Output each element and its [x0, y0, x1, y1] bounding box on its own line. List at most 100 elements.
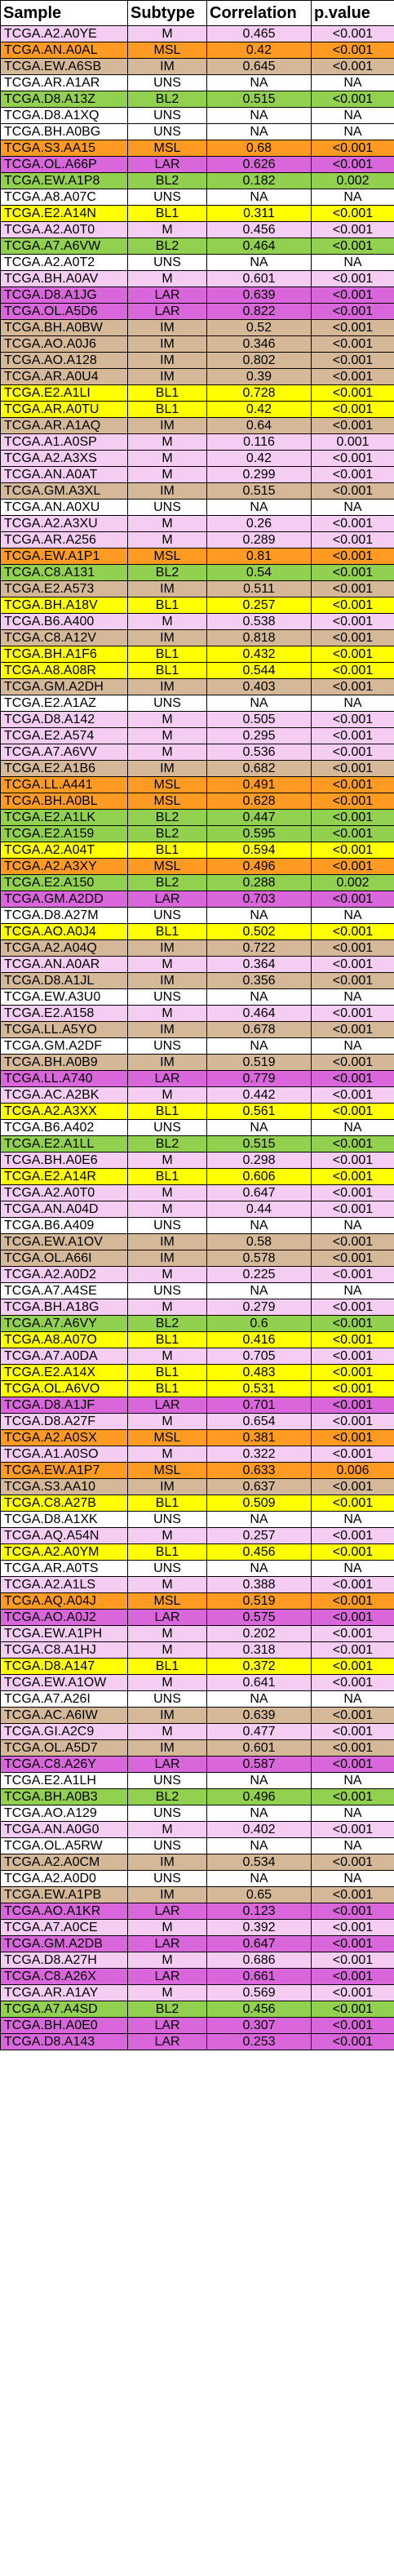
header-subtype: Subtype	[127, 0, 207, 26]
p-value-cell: <0.001	[311, 91, 394, 108]
correlation-cell: 0.682	[206, 760, 312, 777]
subtype-cell: M	[127, 515, 207, 532]
subtype-cell: IM	[127, 1739, 207, 1757]
p-value-cell: <0.001	[311, 744, 394, 761]
subtype-cell: M	[127, 531, 207, 549]
subtype-cell: MSL	[127, 140, 207, 157]
table-row: TCGA.C8.A131 BL2 0.54 <0.001	[0, 564, 394, 581]
subtype-cell: IM	[127, 335, 207, 353]
table-row: TCGA.A2.A0T0 M 0.456 <0.001	[0, 221, 394, 238]
p-value-cell: <0.001	[311, 776, 394, 793]
table-row: TCGA.LL.A5YO IM 0.678 <0.001	[0, 1021, 394, 1038]
table-row: TCGA.AN.A0AL MSL 0.42 <0.001	[0, 42, 394, 59]
p-value-cell: <0.001	[311, 1984, 394, 2001]
p-value-cell: <0.001	[311, 238, 394, 255]
correlation-cell: NA	[206, 74, 312, 91]
p-value-cell: <0.001	[311, 368, 394, 385]
p-value-cell: <0.001	[311, 1103, 394, 1120]
table-row: TCGA.A2.A04T BL1 0.594 <0.001	[0, 842, 394, 859]
p-value-cell: 0.006	[311, 1462, 394, 1479]
correlation-cell: 0.569	[206, 1984, 312, 2001]
table-row: TCGA.AO.A0J4 BL1 0.502 <0.001	[0, 923, 394, 940]
correlation-cell: NA	[206, 1805, 312, 1822]
correlation-cell: 0.575	[206, 1609, 312, 1626]
correlation-cell: 0.44	[206, 1201, 312, 1218]
subtype-cell: M	[127, 1201, 207, 1218]
sample-cell: TCGA.C8.A26X	[0, 1968, 128, 1985]
subtype-cell: BL1	[127, 646, 207, 663]
subtype-cell: UNS	[127, 189, 207, 206]
table-row: TCGA.A2.A0CM IM 0.534 <0.001	[0, 1854, 394, 1871]
sample-cell: TCGA.C8.A1HJ	[0, 1641, 128, 1659]
correlation-cell: 0.639	[206, 1707, 312, 1724]
sample-cell: TCGA.BH.A0BL	[0, 793, 128, 810]
p-value-cell: <0.001	[311, 286, 394, 304]
subtype-cell: UNS	[127, 1772, 207, 1789]
sample-cell: TCGA.A1.A0SO	[0, 1446, 128, 1463]
table-row: TCGA.OL.A5D7 IM 0.601 <0.001	[0, 1739, 394, 1757]
correlation-cell: 0.402	[206, 1821, 312, 1838]
p-value-cell: <0.001	[311, 548, 394, 565]
p-value-cell: NA	[311, 74, 394, 91]
p-value-cell: <0.001	[311, 1135, 394, 1153]
sample-cell: TCGA.C8.A26Y	[0, 1756, 128, 1773]
subtype-cell: M	[127, 433, 207, 451]
subtype-cell: M	[127, 1184, 207, 1201]
subtype-cell: MSL	[127, 1592, 207, 1610]
subtype-cell: IM	[127, 939, 207, 957]
table-row: TCGA.A2.A0D0 UNS NA NA	[0, 1870, 394, 1887]
correlation-cell: NA	[206, 189, 312, 206]
sample-cell: TCGA.EW.A1P1	[0, 548, 128, 565]
table-row: TCGA.D8.A27H M 0.686 <0.001	[0, 1952, 394, 1969]
subtype-cell: M	[127, 466, 207, 483]
correlation-cell: 0.705	[206, 1348, 312, 1365]
p-value-cell: <0.001	[311, 1788, 394, 1805]
sample-cell: TCGA.A2.A3XU	[0, 515, 128, 532]
subtype-cell: BL1	[127, 1103, 207, 1120]
p-value-cell: <0.001	[311, 727, 394, 744]
subtype-cell: IM	[127, 1707, 207, 1724]
table-row: TCGA.A7.A6VW BL2 0.464 <0.001	[0, 238, 394, 255]
subtype-cell: UNS	[127, 1217, 207, 1234]
correlation-cell: 0.647	[206, 1935, 312, 1952]
subtype-cell: LAR	[127, 2033, 207, 2050]
table-row: TCGA.AQ.A54N M 0.257 <0.001	[0, 1527, 394, 1544]
p-value-cell: <0.001	[311, 564, 394, 581]
p-value-cell: <0.001	[311, 1299, 394, 1316]
correlation-cell: 0.64	[206, 417, 312, 434]
correlation-cell: 0.822	[206, 303, 312, 320]
table-row: TCGA.B6.A402 UNS NA NA	[0, 1119, 394, 1136]
correlation-cell: 0.483	[206, 1364, 312, 1381]
sample-cell: TCGA.C8.A12V	[0, 629, 128, 646]
sample-cell: TCGA.AO.A0J6	[0, 335, 128, 353]
correlation-cell: NA	[206, 988, 312, 1006]
sample-cell: TCGA.D8.A143	[0, 2033, 128, 2050]
p-value-cell: <0.001	[311, 466, 394, 483]
p-value-cell: NA	[311, 1870, 394, 1887]
sample-cell: TCGA.E2.A1AZ	[0, 695, 128, 712]
table-row: TCGA.A7.A0CE M 0.392 <0.001	[0, 1919, 394, 1936]
p-value-cell: <0.001	[311, 25, 394, 42]
subtype-cell: BL1	[127, 1543, 207, 1561]
sample-cell: TCGA.A2.A0T2	[0, 254, 128, 271]
table-row: TCGA.EW.A6SB IM 0.645 <0.001	[0, 58, 394, 75]
subtype-cell: UNS	[127, 1282, 207, 1299]
subtype-cell: M	[127, 1413, 207, 1430]
p-value-cell: <0.001	[311, 1821, 394, 1838]
sample-cell: TCGA.AN.A0AL	[0, 42, 128, 59]
table-row: TCGA.A7.A6VY BL2 0.6 <0.001	[0, 1315, 394, 1332]
subtype-cell: MSL	[127, 42, 207, 59]
correlation-cell: NA	[206, 1837, 312, 1854]
sample-cell: TCGA.A7.A4SD	[0, 2001, 128, 2018]
subtype-cell: UNS	[127, 988, 207, 1006]
correlation-cell: 0.182	[206, 172, 312, 189]
p-value-cell: <0.001	[311, 1315, 394, 1332]
sample-cell: TCGA.AN.A04D	[0, 1201, 128, 1218]
table-row: TCGA.AC.A2BK M 0.442 <0.001	[0, 1086, 394, 1104]
table-row: TCGA.B6.A400 M 0.538 <0.001	[0, 613, 394, 630]
p-value-cell: <0.001	[311, 939, 394, 957]
table-row: TCGA.D8.A143 LAR 0.253 <0.001	[0, 2033, 394, 2050]
p-value-cell: <0.001	[311, 1478, 394, 1495]
p-value-cell: <0.001	[311, 1348, 394, 1365]
correlation-cell: 0.509	[206, 1495, 312, 1512]
